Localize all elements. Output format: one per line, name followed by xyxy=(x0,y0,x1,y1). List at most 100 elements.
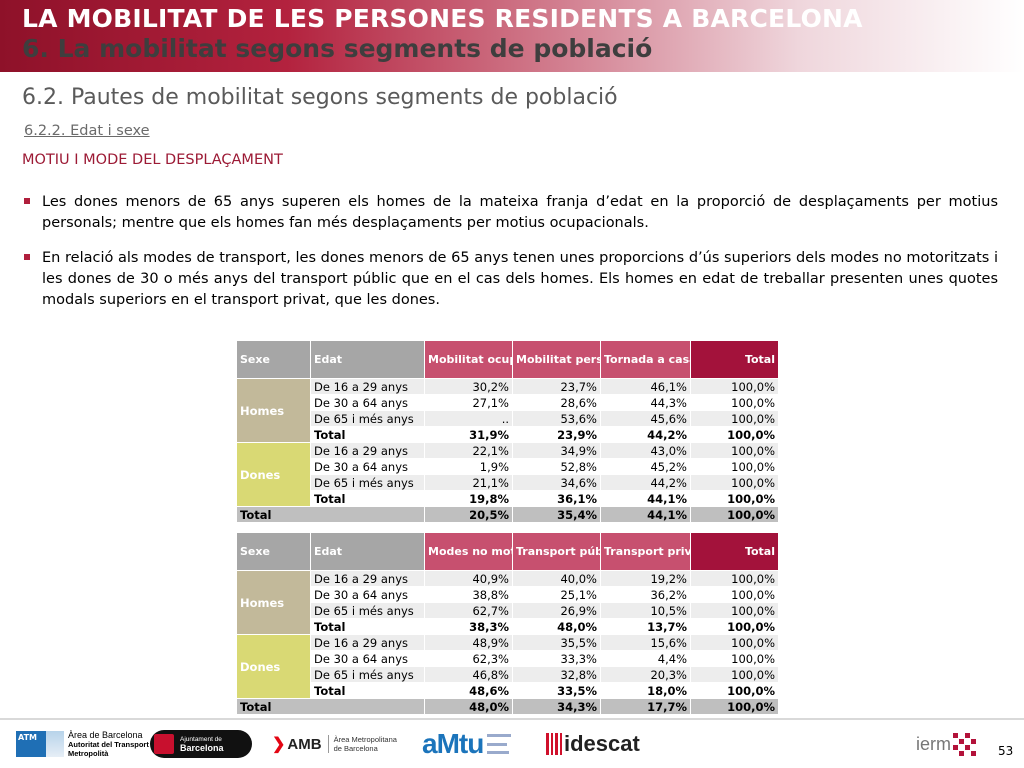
ajuntament-logo: Ajuntament de Barcelona xyxy=(150,726,252,762)
value-cell: 100,0% xyxy=(690,378,779,395)
bullet-text: Les dones menors de 65 anys superen els … xyxy=(42,194,998,231)
grand-total-row: Total 48,0% 34,3% 17,7% 100,0% xyxy=(236,698,779,715)
value-cell: 18,0% xyxy=(600,682,691,699)
idescat-logo: idescat xyxy=(546,726,640,762)
bullet-item: Les dones menors de 65 anys superen els … xyxy=(22,192,998,234)
value-cell: 34,6% xyxy=(512,474,601,491)
total-value-cell: 20,5% xyxy=(424,506,513,523)
total-value-cell: 44,1% xyxy=(600,506,691,523)
total-value-cell: 35,4% xyxy=(512,506,601,523)
value-cell: 19,2% xyxy=(600,570,691,587)
table-row: Homes De 16 a 29 anys 30,2% 23,7% 46,1% 100,0… xyxy=(236,378,779,443)
age-cell: De 16 a 29 anys xyxy=(310,570,425,587)
value-cell: 25,1% xyxy=(512,586,601,603)
amtu-logo: aMtu xyxy=(422,726,512,762)
total-label-cell: Total xyxy=(236,698,425,715)
table-row: De 65 i més anys 21,1% 34,6% 44,2% 100,0% xyxy=(237,474,779,491)
subtotal-row: Total 38,3% 48,0% 13,7% 100,0% xyxy=(237,618,779,635)
bullet-square-icon xyxy=(24,198,30,204)
column-header: Modes no motoritzats xyxy=(424,532,513,571)
amb-logo: ❯ AMB Àrea Metropolitana de Barcelona xyxy=(272,735,397,753)
value-cell: 40,9% xyxy=(424,570,513,587)
iermb-logo: ierm xyxy=(916,726,976,762)
footer-divider xyxy=(0,718,1024,720)
iermb-grid-icon xyxy=(953,732,976,756)
amb-chevron-icon: ❯ xyxy=(272,736,286,753)
value-cell: 53,6% xyxy=(512,410,601,427)
age-cell: De 30 a 64 anys xyxy=(310,586,425,603)
grand-total-row: Total 20,5% 35,4% 44,1% 100,0% xyxy=(236,506,779,523)
value-cell: 44,2% xyxy=(600,474,691,491)
value-cell: 100,0% xyxy=(690,634,779,651)
subtotal-row: Total 48,6% 33,5% 18,0% 100,0% xyxy=(237,682,779,699)
total-value-cell: 100,0% xyxy=(690,506,779,523)
value-cell: 1,9% xyxy=(424,458,513,475)
value-cell: 48,6% xyxy=(424,682,513,699)
table-row: De 30 a 64 anys 38,8% 25,1% 36,2% 100,0% xyxy=(237,586,779,603)
value-cell: 46,1% xyxy=(600,378,691,395)
table-row: De 65 i més anys.. 53,6% 45,6% 100,0% xyxy=(237,410,779,427)
value-cell: 13,7% xyxy=(600,618,691,635)
value-cell: 33,5% xyxy=(512,682,601,699)
page-subtitle: 6.2. Pautes de mobilitat segons segments… xyxy=(22,85,618,110)
value-cell: 46,8% xyxy=(424,666,513,683)
value-cell: 38,8% xyxy=(424,586,513,603)
column-header: Mobilitat personal xyxy=(512,340,601,379)
value-cell: 20,3% xyxy=(600,666,691,683)
value-cell: 100,0% xyxy=(690,426,779,443)
column-header: Edat xyxy=(310,340,425,379)
subtotal-row: Total 31,9% 23,9% 44,2% 100,0% xyxy=(237,426,779,443)
total-value-cell: 17,7% xyxy=(600,698,691,715)
atm-mark-icon: ATM xyxy=(16,731,46,757)
age-cell: Total xyxy=(310,490,425,507)
value-cell: .. xyxy=(424,410,513,427)
bullet-list: Les dones menors de 65 anys superen els … xyxy=(22,192,998,325)
value-cell: 19,8% xyxy=(424,490,513,507)
value-cell: 44,1% xyxy=(600,490,691,507)
value-cell: 10,5% xyxy=(600,602,691,619)
value-cell: 100,0% xyxy=(690,474,779,491)
value-cell: 52,8% xyxy=(512,458,601,475)
sex-group-cell: Dones xyxy=(236,634,311,699)
value-cell: 48,9% xyxy=(424,634,513,651)
value-cell: 21,1% xyxy=(424,474,513,491)
bullet-text: En relació als modes de transport, les d… xyxy=(42,250,998,308)
table-row: Dones De 16 a 29 anys 48,9% 35,5% 15,6% 100,0… xyxy=(236,634,779,699)
value-cell: 32,8% xyxy=(512,666,601,683)
value-cell: 100,0% xyxy=(690,602,779,619)
age-cell: Total xyxy=(310,682,425,699)
value-cell: 44,3% xyxy=(600,394,691,411)
age-cell: Total xyxy=(310,426,425,443)
value-cell: 43,0% xyxy=(600,442,691,459)
value-cell: 36,2% xyxy=(600,586,691,603)
atm-logo: ATM Àrea de Barcelona Autoritat del Tran… xyxy=(16,729,149,758)
age-cell: De 30 a 64 anys xyxy=(310,458,425,475)
column-header: Sexe xyxy=(236,340,311,379)
column-header: Transport privat xyxy=(600,532,691,571)
value-cell: 15,6% xyxy=(600,634,691,651)
value-cell: 44,2% xyxy=(600,426,691,443)
total-value-cell: 48,0% xyxy=(424,698,513,715)
barcelona-shield-icon xyxy=(154,734,174,754)
value-cell: 38,3% xyxy=(424,618,513,635)
subsection-link[interactable]: 6.2.2. Edat i sexe xyxy=(24,123,150,139)
total-label-cell: Total xyxy=(236,506,425,523)
age-cell: De 65 i més anys xyxy=(310,474,425,491)
bullet-square-icon xyxy=(24,254,30,260)
value-cell: 40,0% xyxy=(512,570,601,587)
value-cell: 62,3% xyxy=(424,650,513,667)
age-cell: De 30 a 64 anys xyxy=(310,394,425,411)
column-header: Mobilitat ocupacional xyxy=(424,340,513,379)
bullet-item: En relació als modes de transport, les d… xyxy=(22,248,998,311)
value-cell: 100,0% xyxy=(690,458,779,475)
age-cell: De 30 a 64 anys xyxy=(310,650,425,667)
value-cell: 45,2% xyxy=(600,458,691,475)
table-row: De 30 a 64 anys 62,3% 33,3% 4,4% 100,0% xyxy=(237,650,779,667)
column-header: Total xyxy=(690,340,779,379)
age-cell: De 65 i més anys xyxy=(310,602,425,619)
section-title: 6. La mobilitat segons segments de pobla… xyxy=(22,34,653,63)
value-cell: 100,0% xyxy=(690,442,779,459)
value-cell: 100,0% xyxy=(690,410,779,427)
